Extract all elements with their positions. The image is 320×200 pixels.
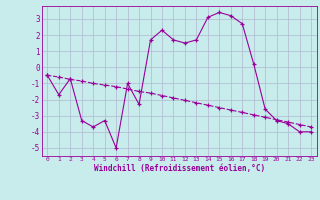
X-axis label: Windchill (Refroidissement éolien,°C): Windchill (Refroidissement éolien,°C)	[94, 164, 265, 173]
